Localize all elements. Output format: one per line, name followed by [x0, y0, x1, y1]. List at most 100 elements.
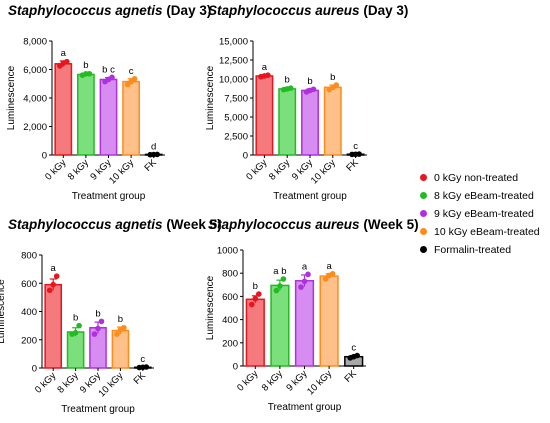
data-point — [252, 295, 259, 302]
legend-dot-black-icon — [420, 246, 427, 253]
data-point — [354, 352, 361, 359]
data-point — [109, 74, 115, 81]
y-tick-label: 0 — [32, 364, 37, 375]
significance-letter: b — [95, 308, 100, 319]
x-axis-label: Treatment group — [72, 191, 146, 202]
y-tick-label: 2,000 — [23, 122, 47, 133]
y-tick-label: 1000 — [217, 246, 238, 257]
data-point — [154, 151, 160, 158]
bar — [54, 63, 73, 156]
y-axis-label: Luminescence — [6, 65, 17, 130]
data-point — [255, 291, 262, 297]
panel-title-species: Staphylococcus agnetis — [8, 3, 163, 18]
bar — [255, 75, 274, 156]
y-tick-label: 0 — [233, 362, 238, 373]
data-point — [95, 325, 101, 332]
x-tick-label: 8 kGy — [66, 157, 91, 182]
y-tick-label: 10,000 — [219, 75, 248, 86]
significance-letter: b — [330, 72, 335, 83]
significance-letter: c — [140, 354, 145, 365]
y-tick-label: 5,000 — [224, 113, 248, 124]
panel-title-agnetis-day3: Staphylococcus agnetis (Day 3) — [8, 3, 211, 18]
x-tick-label: 0 kGy — [235, 368, 260, 393]
bar — [77, 73, 95, 156]
legend-label: 9 kGy eBeam-treated — [434, 208, 534, 220]
data-point — [114, 331, 120, 337]
bar — [278, 88, 297, 156]
significance-letter: a — [61, 48, 67, 59]
bar — [319, 275, 339, 367]
y-tick-label: 800 — [21, 251, 37, 262]
x-axis-label: Treatment group — [273, 191, 347, 202]
data-point — [322, 276, 329, 282]
y-tick-label: 600 — [222, 292, 238, 303]
y-tick-label: 4,000 — [23, 94, 47, 105]
bar — [99, 78, 118, 156]
significance-letter: a — [262, 62, 268, 73]
significance-letter: b c — [102, 64, 115, 75]
significance-letter: b — [83, 60, 88, 71]
y-tick-label: 800 — [222, 269, 238, 280]
x-tick-label: 10 kGy — [305, 368, 334, 397]
significance-letter: c — [351, 343, 356, 354]
data-point — [50, 281, 56, 288]
panel-title-species: Staphylococcus aureus — [208, 3, 360, 18]
data-point — [86, 70, 93, 77]
bar — [122, 80, 140, 156]
y-tick-label: 600 — [21, 279, 37, 290]
data-point — [277, 283, 283, 289]
panel-title-aureus-week5: Staphylococcus aureus (Week 5) — [208, 217, 419, 232]
x-tick-label: 0 kGy — [244, 157, 269, 182]
data-point — [280, 276, 287, 282]
y-axis-label: Luminescence — [0, 279, 7, 344]
legend-dot-purple-icon — [420, 210, 427, 217]
legend-dot-green-icon — [420, 192, 427, 199]
x-tick-label: FK — [344, 157, 361, 174]
data-point — [91, 331, 98, 337]
significance-letter: c — [129, 66, 134, 77]
data-point — [273, 287, 280, 294]
data-point — [298, 284, 304, 290]
data-point — [53, 273, 60, 279]
significance-letter: b — [285, 75, 290, 86]
panel-title-time: (Week 5) — [166, 217, 222, 232]
significance-letter: a — [326, 261, 332, 272]
data-point — [131, 75, 138, 82]
data-point — [305, 271, 311, 278]
panel-title-agnetis-week5: Staphylococcus agnetis (Week 5) — [8, 217, 222, 232]
data-point — [64, 58, 70, 65]
data-point — [329, 270, 336, 277]
data-point — [310, 86, 317, 93]
bar — [301, 89, 319, 156]
data-point — [356, 151, 362, 157]
x-tick-label: 8 kGy — [260, 368, 285, 393]
legend-label: Formalin-treated — [434, 244, 512, 256]
x-axis-label: Treatment group — [61, 404, 135, 415]
significance-letter: b — [73, 313, 78, 324]
panel-title-aureus-day3: Staphylococcus aureus (Day 3) — [208, 3, 408, 18]
x-tick-label: 10 kGy — [96, 370, 125, 399]
x-axis-label: Treatment group — [268, 402, 342, 413]
x-tick-label: 10 kGy — [309, 157, 338, 186]
x-tick-label: 8 kGy — [267, 157, 292, 182]
data-point — [301, 278, 308, 285]
x-tick-label: 8 kGy — [55, 370, 80, 395]
bar — [44, 283, 63, 369]
y-tick-label: 15,000 — [219, 37, 248, 48]
bar — [323, 86, 342, 156]
panel-title-time: (Day 3) — [166, 3, 212, 18]
data-point — [121, 324, 127, 331]
x-tick-label: FK — [132, 370, 149, 387]
x-tick-label: FK — [142, 157, 159, 174]
legend-label: 8 kGy eBeam-treated — [434, 190, 534, 202]
data-point — [249, 301, 255, 308]
significance-letter: d — [151, 141, 156, 152]
y-tick-label: 200 — [21, 335, 37, 346]
bar — [294, 279, 315, 367]
data-point — [265, 72, 271, 78]
significance-letter: b — [307, 76, 312, 87]
y-axis-label: Luminescence — [205, 65, 216, 130]
bar — [111, 329, 130, 369]
y-tick-label: 200 — [222, 338, 238, 349]
